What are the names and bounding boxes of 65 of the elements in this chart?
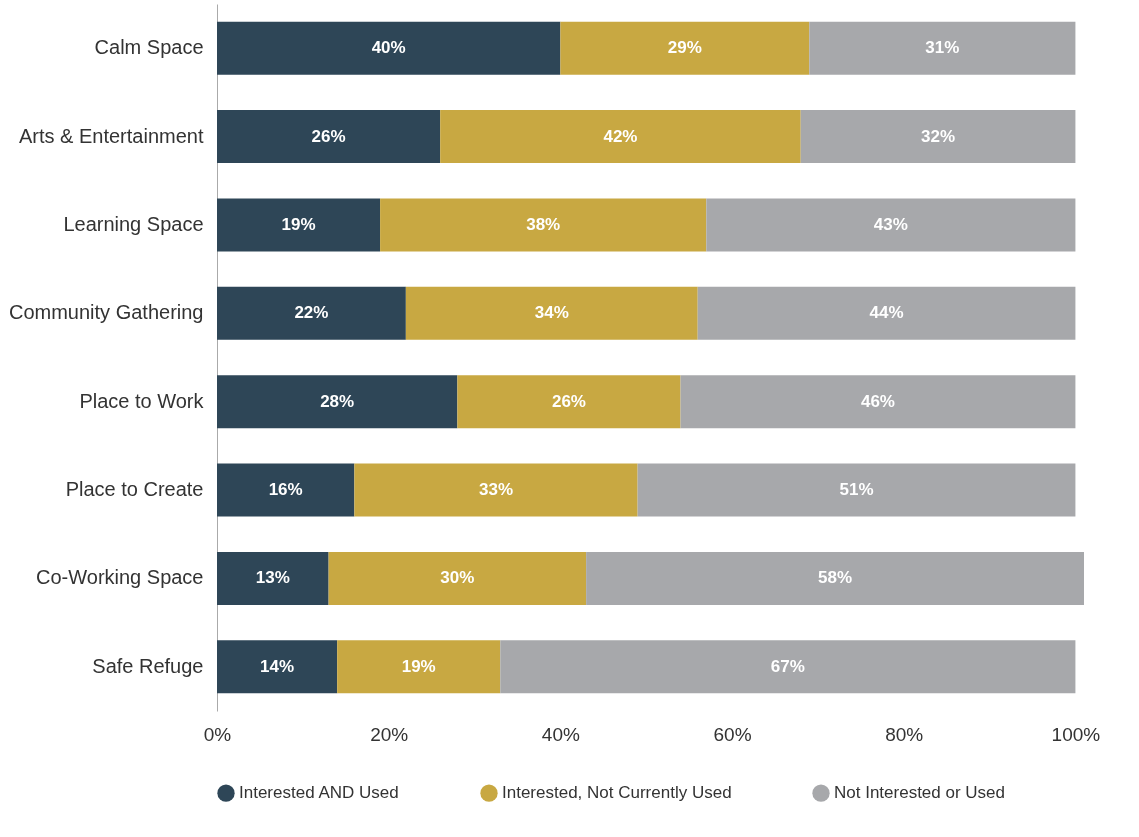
data-label: 44% bbox=[869, 303, 904, 323]
data-label: 19% bbox=[281, 214, 316, 234]
bar bbox=[217, 375, 458, 429]
data-label: 43% bbox=[873, 214, 908, 234]
bar bbox=[680, 375, 1076, 429]
legend-label: Interested, Not Currently Used bbox=[502, 783, 732, 803]
data-label: 33% bbox=[478, 480, 513, 500]
bar bbox=[217, 21, 561, 75]
bar bbox=[637, 463, 1076, 517]
bar bbox=[217, 110, 441, 164]
bar bbox=[337, 640, 501, 694]
data-label: 40% bbox=[371, 38, 406, 58]
bar bbox=[500, 640, 1076, 694]
bar bbox=[217, 551, 329, 605]
y-tick-label: Safe Refuge bbox=[92, 654, 204, 677]
y-tick-label: Learning Space bbox=[63, 212, 204, 235]
bar bbox=[457, 375, 681, 429]
bar bbox=[405, 286, 698, 340]
bar bbox=[380, 198, 707, 252]
y-tick-label: Arts & Entertainment bbox=[18, 124, 204, 147]
bar bbox=[217, 463, 355, 517]
bar bbox=[217, 286, 406, 340]
x-tick-label: 0% bbox=[203, 723, 232, 745]
bar bbox=[440, 110, 801, 164]
bar bbox=[328, 551, 587, 605]
legend-label: Interested AND Used bbox=[239, 783, 399, 803]
bar bbox=[354, 463, 638, 517]
data-label: 31% bbox=[925, 38, 960, 58]
bar bbox=[560, 21, 810, 75]
legend-label: Not Interested or Used bbox=[834, 783, 1006, 803]
data-label: 16% bbox=[268, 480, 303, 500]
y-tick-label: Co-Working Space bbox=[36, 566, 204, 589]
x-tick-label: 100% bbox=[1051, 723, 1101, 745]
data-label: 14% bbox=[260, 656, 295, 676]
x-tick-label: 40% bbox=[541, 723, 580, 745]
y-tick-label: Place to Work bbox=[79, 389, 205, 412]
y-tick-label: Calm Space bbox=[94, 36, 204, 59]
data-label: 22% bbox=[294, 303, 329, 323]
data-label: 29% bbox=[667, 38, 702, 58]
data-label: 19% bbox=[401, 656, 436, 676]
bar bbox=[697, 286, 1076, 340]
bar bbox=[706, 198, 1076, 252]
bar bbox=[809, 21, 1076, 75]
x-tick-label: 20% bbox=[370, 723, 409, 745]
y-tick-label: Place to Create bbox=[65, 478, 204, 501]
y-tick-label: Community Gathering bbox=[8, 301, 204, 324]
data-label: 28% bbox=[320, 391, 355, 411]
data-label: 58% bbox=[818, 568, 853, 588]
x-tick-label: 80% bbox=[885, 723, 924, 745]
data-label: 26% bbox=[311, 126, 346, 146]
data-label: 26% bbox=[551, 391, 586, 411]
bar bbox=[800, 110, 1076, 164]
data-label: 30% bbox=[440, 568, 475, 588]
bar bbox=[586, 551, 1084, 605]
data-label: 67% bbox=[770, 656, 805, 676]
data-label: 38% bbox=[526, 214, 561, 234]
x-tick-label: 60% bbox=[713, 723, 752, 745]
data-label: 13% bbox=[255, 568, 290, 588]
data-label: 51% bbox=[839, 480, 874, 500]
data-label: 46% bbox=[860, 391, 895, 411]
bar bbox=[217, 198, 381, 252]
data-label: 32% bbox=[921, 126, 956, 146]
data-label: 34% bbox=[534, 303, 569, 323]
data-label: 42% bbox=[603, 126, 638, 146]
bar bbox=[217, 640, 338, 694]
